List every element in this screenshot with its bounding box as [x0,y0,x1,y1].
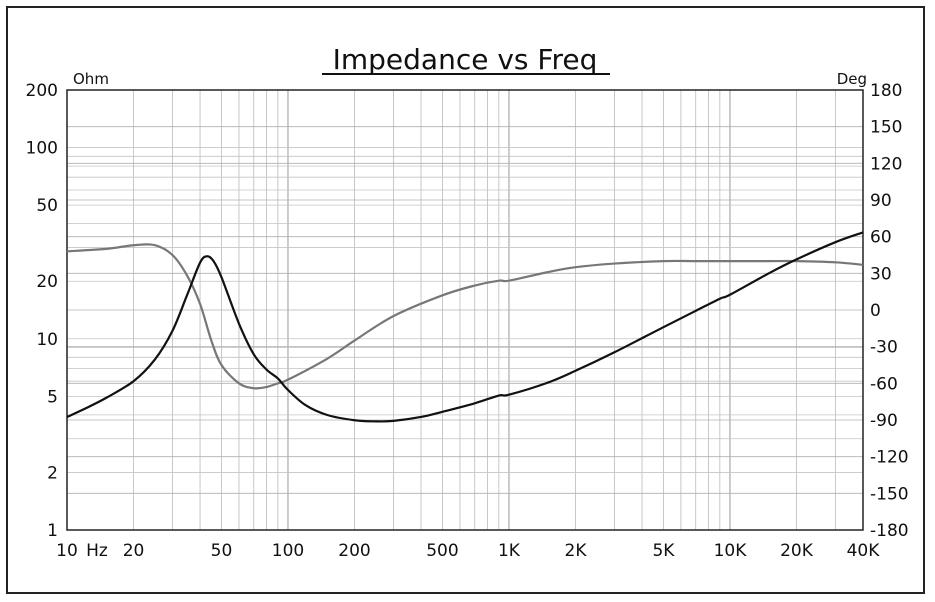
x-tick-label: 40K [847,541,881,561]
phase-curve [66,243,864,390]
x-tick-label: 20K [780,541,814,561]
y-right-tick-label: -60 [870,374,898,394]
y-left-tick-label: 200 [26,81,58,101]
x-tick-label: 5K [652,541,675,561]
right-unit-label: Deg [837,70,867,88]
x-unit-label: Hz [86,541,108,561]
y-right-tick-label: -150 [870,484,909,504]
grid-layer [67,90,863,530]
left-unit-label: Ohm [73,70,109,88]
y-right-tick-label: 30 [870,264,892,284]
impedance-curve [66,231,864,423]
x-tick-label: 100 [272,541,304,561]
y-left-tick-label: 10 [36,330,58,350]
y-right-tick-label: -30 [870,338,898,358]
y-left-tick-label: 20 [36,272,58,292]
y-left-tick-label: 1 [47,521,58,541]
y-right-tick-label: 0 [870,301,881,321]
y-left-tick-label: 5 [47,387,58,407]
x-tick-label: 10K [714,541,748,561]
plot-area-border [66,89,864,531]
y-right-tick-label: -90 [870,411,898,431]
x-tick-label: 200 [338,541,370,561]
x-tick-label: 20 [123,541,145,561]
series-layer [66,231,864,423]
y-right-tick-label: 180 [870,81,902,101]
chart-frame [6,6,925,594]
chart-title: Impedance vs Freq [333,43,598,76]
y-right-tick-label: 120 [870,154,902,174]
y-right-tick-label: 90 [870,191,892,211]
x-tick-label: 500 [426,541,458,561]
y-left-tick-label: 100 [26,139,58,159]
y-right-tick-label: 60 [870,228,892,248]
x-tick-label: 10 [56,541,78,561]
y-right-tick-label: 150 [870,118,902,138]
y-left-tick-label: 2 [47,463,58,483]
y-left-tick-label: 50 [36,196,58,216]
y-right-tick-label: -120 [870,448,909,468]
x-tick-label: 2K [565,541,588,561]
x-tick-label: 50 [211,541,233,561]
label-layer: 10 20 50 100 200 500 1K 2K 5K 10K 20K 40K 1 2 5 10 20 50 1… [26,81,909,561]
y-right-tick-label: -180 [870,521,909,541]
x-tick-label: 1K [498,541,521,561]
